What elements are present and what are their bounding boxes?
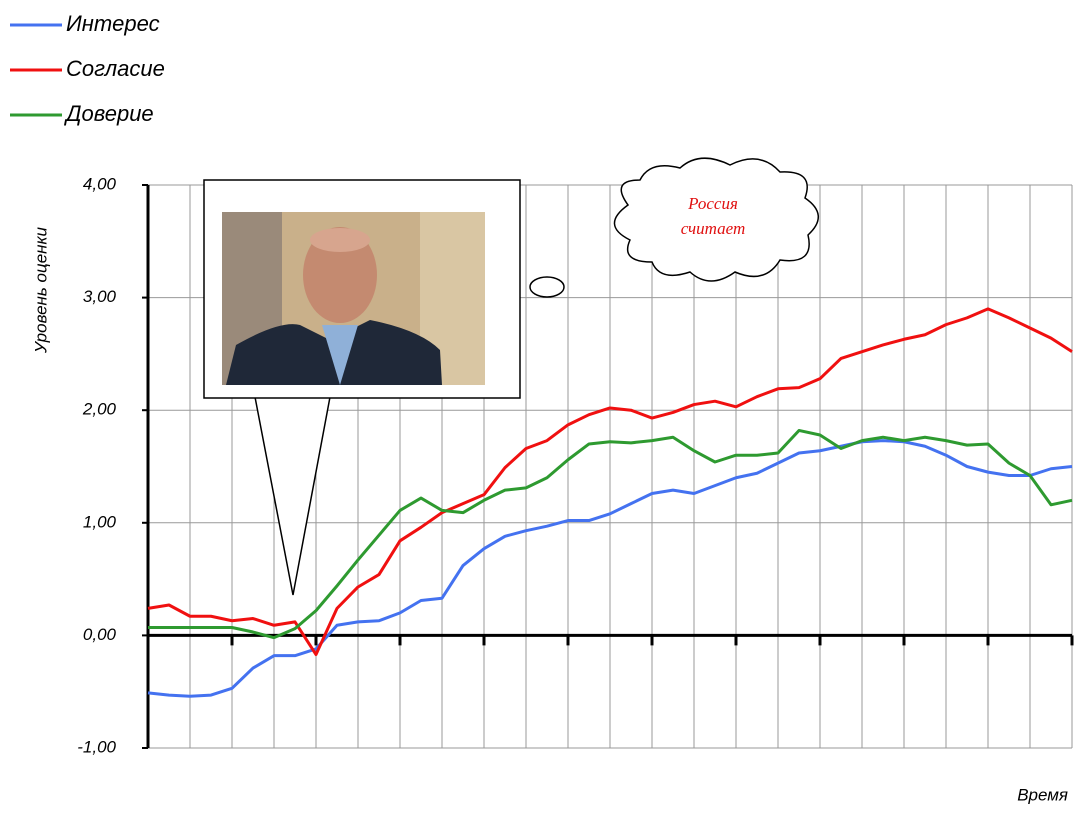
y-tick-label: 1,00 [83, 512, 117, 531]
photo-shirt [322, 325, 358, 385]
x-axis-label: Время [1017, 785, 1068, 804]
legend-label: Доверие [63, 101, 154, 126]
y-tick-label: 2,00 [82, 400, 117, 419]
cloud-text: Россия [687, 194, 738, 213]
series-line [148, 428, 1073, 640]
legend-label: Интерес [66, 11, 160, 36]
y-tick-label: 3,00 [83, 287, 117, 306]
y-tick-label: -1,00 [77, 737, 116, 756]
photo-head [310, 228, 370, 252]
photo-head [303, 227, 377, 323]
plot [147, 307, 1073, 698]
series-line [147, 439, 1073, 698]
callout-pointer [254, 396, 331, 596]
y-tick-label: 0,00 [83, 625, 117, 644]
photo-callout [203, 179, 521, 596]
cloud-text: считает [681, 219, 746, 238]
thought-bubble [529, 276, 565, 298]
thought-cloud [613, 157, 819, 282]
legend-label: Согласие [66, 56, 165, 81]
y-axis-label: Уровень оценки [31, 226, 50, 354]
series-line [147, 307, 1073, 657]
y-tick-label: 4,00 [83, 174, 117, 193]
